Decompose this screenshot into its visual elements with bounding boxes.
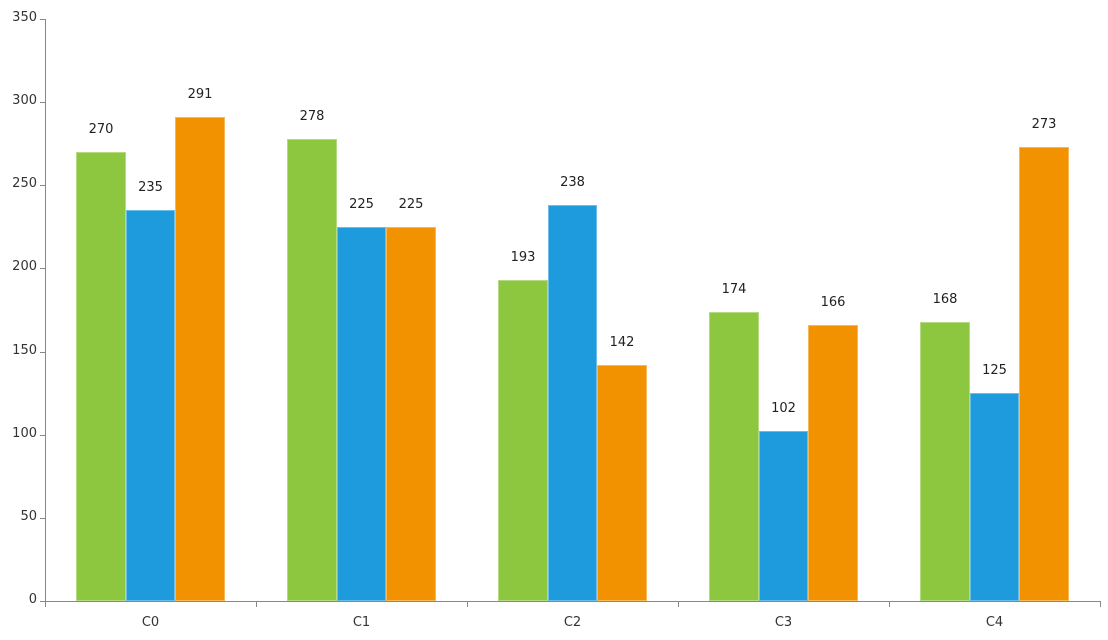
data-label: 168 (932, 291, 958, 307)
y-tick-label: 350 (12, 10, 37, 25)
y-tick-label: 0 (28, 592, 37, 607)
y-tick-label: 300 (12, 93, 37, 109)
bar-c3-series3[interactable] (808, 324, 858, 601)
data-label: 125 (982, 363, 1007, 379)
bar-c1-series3[interactable] (386, 226, 436, 601)
bar-c4-series1[interactable] (920, 321, 970, 601)
y-tick-label: 50 (20, 508, 37, 524)
y-tick (40, 268, 45, 270)
bar-c3-series2[interactable] (758, 431, 809, 601)
x-tick-label: C4 (985, 615, 1004, 630)
x-tick (889, 601, 890, 607)
x-tick-label: C3 (774, 615, 793, 630)
y-tick (40, 517, 45, 519)
data-label: 225 (398, 196, 424, 212)
x-tick-label: C0 (141, 615, 160, 630)
data-label: 142 (609, 334, 635, 350)
x-tick (467, 601, 468, 607)
data-label: 278 (299, 108, 325, 124)
data-label: 166 (820, 294, 846, 310)
bar-c2-series1[interactable] (498, 280, 548, 601)
y-tick-label: 150 (12, 342, 37, 358)
data-label: 102 (771, 401, 796, 417)
y-axis-line (45, 19, 46, 601)
data-label: 291 (187, 87, 213, 103)
y-tick (40, 601, 45, 602)
data-label: 270 (88, 122, 114, 138)
bar-c0-series3[interactable] (175, 117, 225, 601)
data-label: 225 (349, 196, 374, 212)
bar-c4-series2[interactable] (969, 393, 1020, 601)
bar-c0-series2[interactable] (125, 210, 176, 601)
data-label: 273 (1031, 117, 1057, 133)
y-tick (40, 19, 45, 20)
y-tick (40, 102, 45, 104)
x-tick-label: C1 (352, 615, 371, 630)
y-tick (40, 434, 45, 436)
y-tick (40, 351, 45, 353)
data-label: 193 (510, 250, 536, 266)
y-tick-label: 200 (12, 259, 37, 275)
y-tick-label: 250 (12, 176, 37, 192)
bar-c2-series2[interactable] (547, 205, 598, 601)
x-axis-line (45, 601, 1100, 602)
bar-c3-series1[interactable] (709, 311, 759, 601)
data-label: 238 (560, 175, 585, 191)
data-label: 174 (721, 281, 747, 297)
x-tick (678, 601, 679, 607)
x-tick-label: C2 (563, 615, 582, 630)
bar-c0-series1[interactable] (76, 152, 126, 601)
x-tick (1100, 601, 1101, 607)
y-tick-label: 100 (12, 425, 37, 441)
y-tick (40, 185, 45, 187)
data-label: 235 (138, 180, 163, 196)
bar-c4-series3[interactable] (1019, 147, 1069, 601)
x-tick (45, 601, 46, 607)
bar-c1-series1[interactable] (287, 138, 337, 601)
x-tick (256, 601, 257, 607)
bar-c2-series3[interactable] (597, 364, 647, 601)
bar-c1-series2[interactable] (336, 226, 387, 601)
